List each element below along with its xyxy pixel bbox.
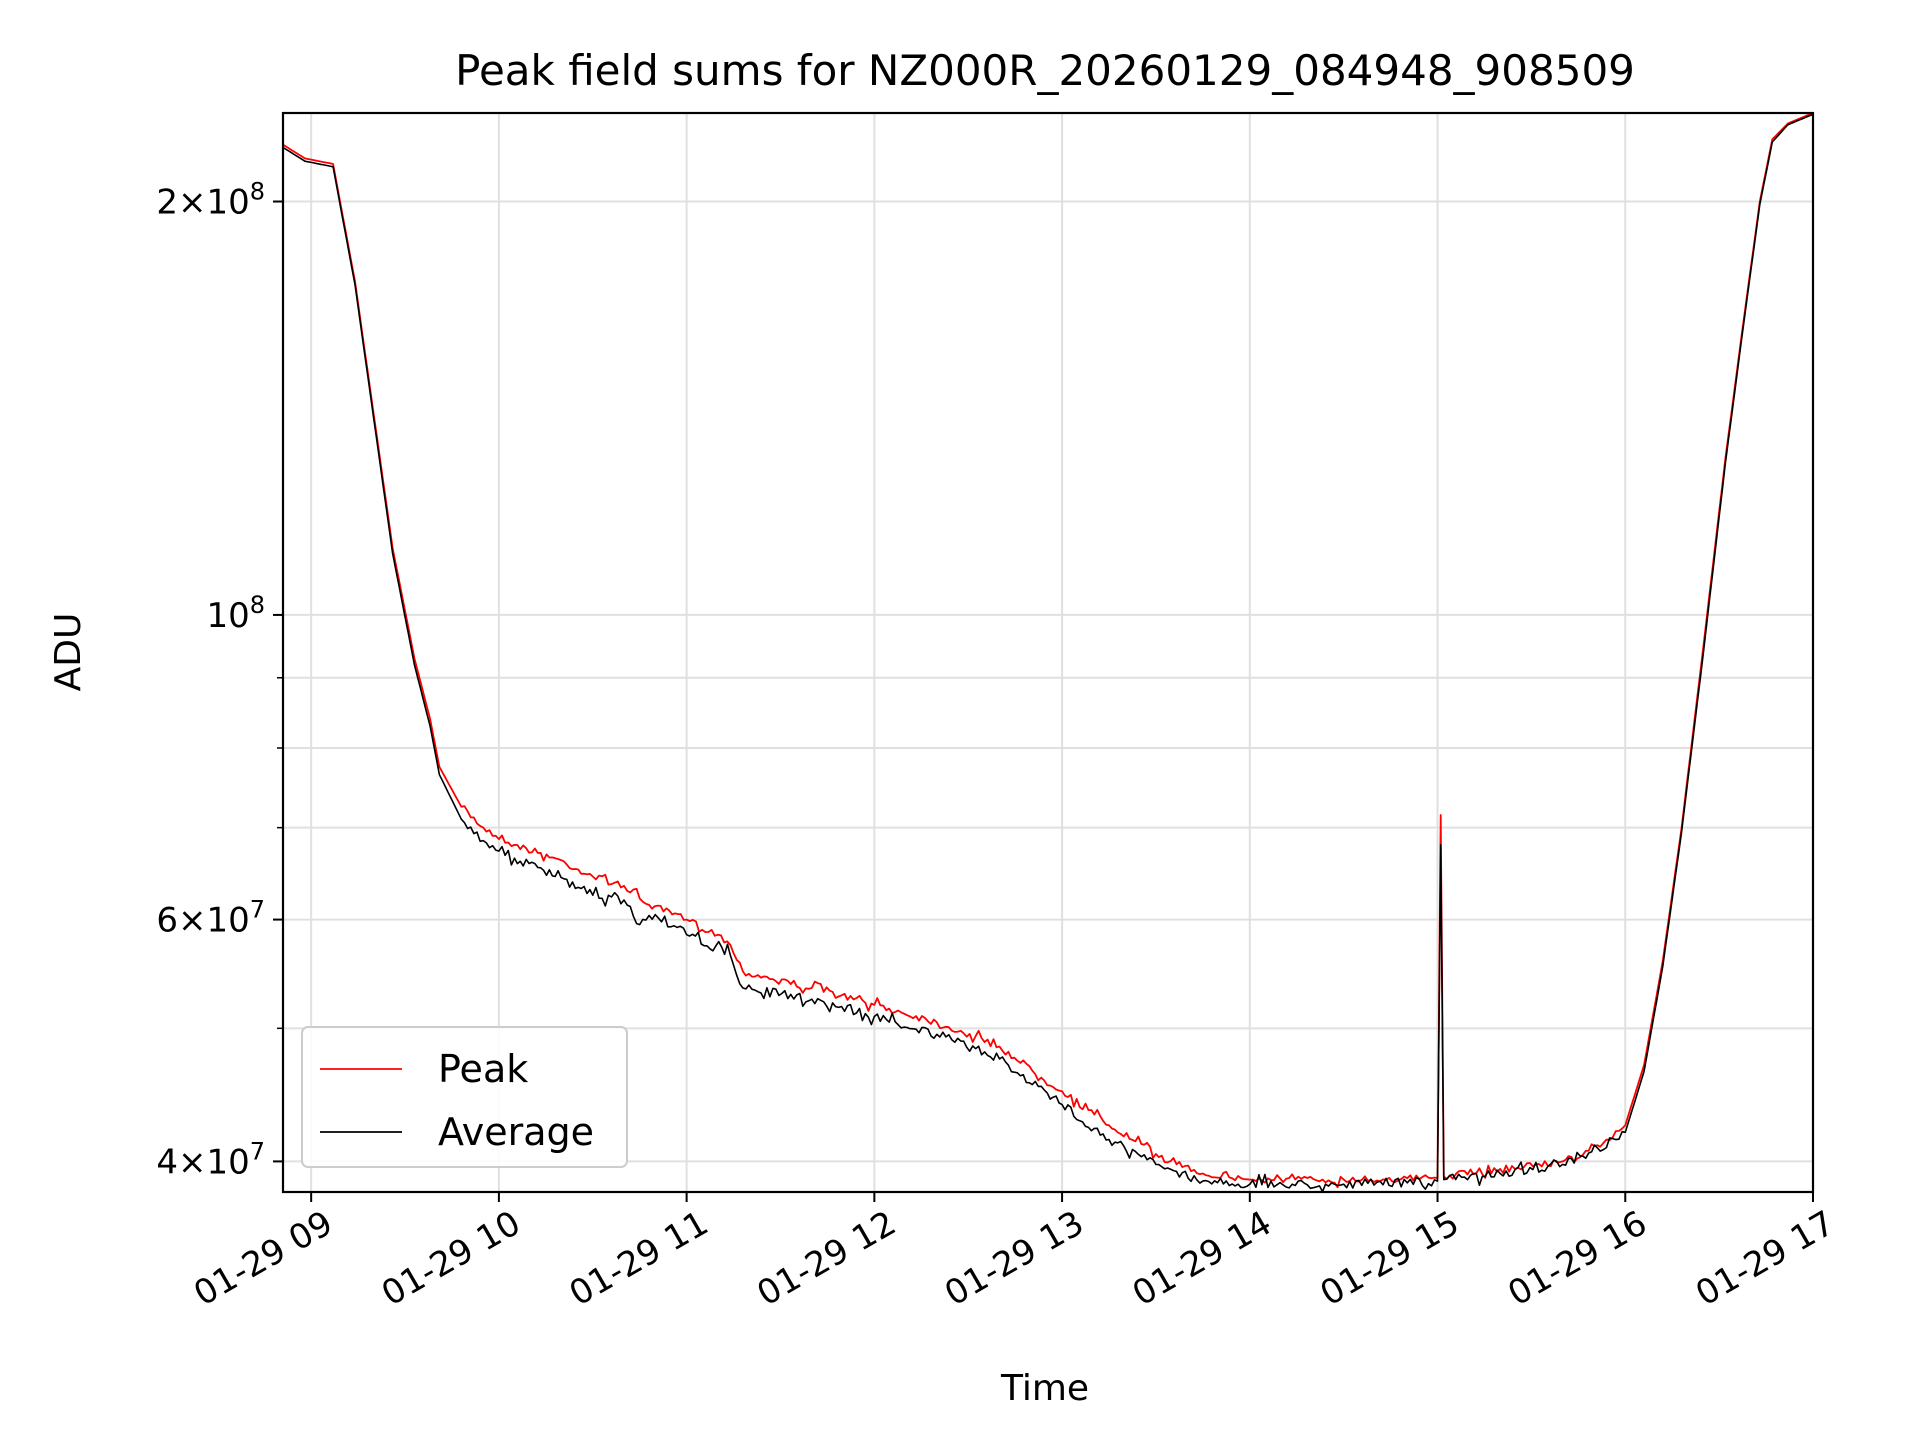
axes-frame [281, 111, 1815, 1194]
legend: Peak Average [301, 1026, 628, 1168]
legend-label-peak: Peak [438, 1047, 528, 1091]
y-tick-label: 6×107 [156, 896, 265, 941]
plot-area [282, 112, 1814, 1193]
x-axis-label: Time [1000, 1368, 1089, 1409]
y-tick-label: 2×108 [156, 178, 265, 223]
y-axis-label: ADU [48, 613, 89, 692]
series-line-average [282, 113, 1814, 1193]
y-tick-label: 4×107 [156, 1137, 265, 1182]
y-tick-label: 108 [206, 591, 265, 636]
y-axis: 4×107 6×107 108 2×108 [156, 178, 283, 1182]
chart-title: Peak field sums for NZ000R_20260129_0849… [455, 46, 1635, 95]
legend-label-average: Average [438, 1110, 594, 1154]
